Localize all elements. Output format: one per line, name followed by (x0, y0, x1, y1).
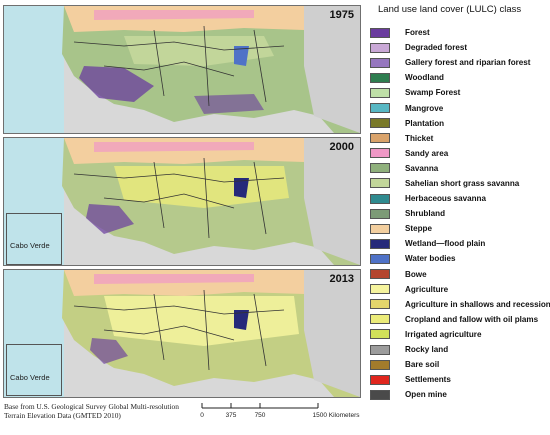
legend-swatch (370, 314, 390, 325)
legend-swatch (370, 389, 390, 400)
legend-swatch (370, 72, 390, 83)
legend-swatch (370, 299, 390, 310)
legend-label: Steppe (405, 224, 432, 234)
legend-swatch (370, 284, 390, 295)
legend-label: Woodland (405, 73, 444, 83)
scale-tick-label: 1500 Kilometers (312, 412, 360, 419)
legend-swatch (370, 253, 390, 264)
map-2013 (4, 270, 360, 397)
legend-item: Agriculture in shallows and recession (370, 297, 550, 312)
inset-label: Cabo Verde (10, 373, 50, 382)
legend-label: Settlements (405, 375, 451, 385)
legend-item: Settlements (370, 372, 550, 387)
legend-item: Agriculture (370, 282, 550, 297)
legend-swatch (370, 374, 390, 385)
legend-label: Water bodies (405, 254, 456, 264)
legend-swatch (370, 118, 390, 129)
legend-swatch (370, 57, 390, 68)
legend-item: Irrigated agriculture (370, 327, 550, 342)
legend-label: Degraded forest (405, 43, 468, 53)
legend-label: Bowe (405, 269, 427, 279)
legend-label: Thicket (405, 133, 434, 143)
legend-title: Land use land cover (LULC) class (378, 4, 522, 15)
year-label: 1975 (329, 9, 354, 21)
legend-item: Gallery forest and riparian forest (370, 55, 550, 70)
legend-label: Agriculture (405, 284, 449, 294)
cabo-verde-inset (6, 344, 62, 396)
legend-item: Open mine (370, 387, 550, 402)
inset-label: Cabo Verde (10, 241, 50, 250)
legend-swatch (370, 133, 390, 144)
map-1975 (4, 6, 360, 133)
legend-item: Herbaceous savanna (370, 191, 550, 206)
scale-tick-label: 750 (254, 412, 266, 419)
legend-label: Open mine (405, 390, 447, 400)
legend-swatch (370, 329, 390, 340)
legend-swatch (370, 42, 390, 53)
legend-item: Plantation (370, 116, 550, 131)
legend-swatch (370, 238, 390, 249)
legend-label: Mangrove (405, 103, 444, 113)
legend-item: Wetland—flood plain (370, 236, 550, 251)
legend-swatch (370, 148, 390, 159)
legend-item: Bare soil (370, 357, 550, 372)
legend-item: Woodland (370, 70, 550, 85)
legend-label: Forest (405, 28, 430, 38)
legend-label: Sahelian short grass savanna (405, 178, 520, 188)
legend-swatch (370, 193, 390, 204)
legend-swatch (370, 359, 390, 370)
legend-item: Shrubland (370, 206, 550, 221)
legend: Forest Degraded forest Gallery forest and … (370, 25, 550, 402)
legend-swatch (370, 163, 390, 174)
legend-label: Irrigated agriculture (405, 329, 482, 339)
legend-item: Degraded forest (370, 40, 550, 55)
legend-label: Shrubland (405, 209, 446, 219)
legend-swatch (370, 103, 390, 114)
legend-item: Savanna (370, 161, 550, 176)
map-panel-1975: 1975 (3, 5, 361, 134)
legend-swatch (370, 87, 390, 98)
legend-item: Steppe (370, 221, 550, 236)
legend-label: Cropland and fallow with oil plams (405, 314, 539, 324)
legend-item: Sahelian short grass savanna (370, 176, 550, 191)
legend-item: Cropland and fallow with oil plams (370, 312, 550, 327)
legend-item: Swamp Forest (370, 85, 550, 100)
legend-label: Gallery forest and riparian forest (405, 58, 531, 68)
year-label: 2013 (329, 273, 354, 285)
map-panel-2000: 2000 Cabo Verde (3, 137, 361, 266)
legend-item: Thicket (370, 131, 550, 146)
map-2000 (4, 138, 360, 265)
legend-swatch (370, 178, 390, 189)
legend-item: Rocky land (370, 342, 550, 357)
scale-bar-graphic (201, 403, 319, 409)
legend-swatch (370, 269, 390, 280)
legend-swatch (370, 27, 390, 38)
scale-bar: 0 375 750 1500 Kilometers (198, 400, 368, 428)
source-note: Base from U.S. Geological Survey Global … (4, 402, 179, 420)
legend-label: Swamp Forest (405, 88, 461, 98)
legend-item: Water bodies (370, 251, 550, 266)
legend-swatch (370, 344, 390, 355)
legend-label: Agriculture in shallows and recession (405, 299, 550, 309)
legend-item: Mangrove (370, 100, 550, 115)
legend-item: Bowe (370, 267, 550, 282)
legend-label: Bare soil (405, 360, 440, 370)
legend-item: Forest (370, 25, 550, 40)
legend-label: Herbaceous savanna (405, 194, 486, 204)
legend-label: Sandy area (405, 148, 449, 158)
scale-tick-label: 375 (225, 412, 237, 419)
legend-item: Sandy area (370, 146, 550, 161)
year-label: 2000 (329, 141, 354, 153)
legend-label: Wetland—flood plain (405, 239, 486, 249)
map-panel-2013: 2013 Cabo Verde (3, 269, 361, 398)
legend-swatch (370, 208, 390, 219)
scale-tick-label: 0 (200, 412, 204, 419)
legend-label: Savanna (405, 163, 439, 173)
cabo-verde-inset (6, 213, 62, 265)
legend-swatch (370, 223, 390, 234)
legend-label: Rocky land (405, 345, 449, 355)
legend-label: Plantation (405, 118, 445, 128)
